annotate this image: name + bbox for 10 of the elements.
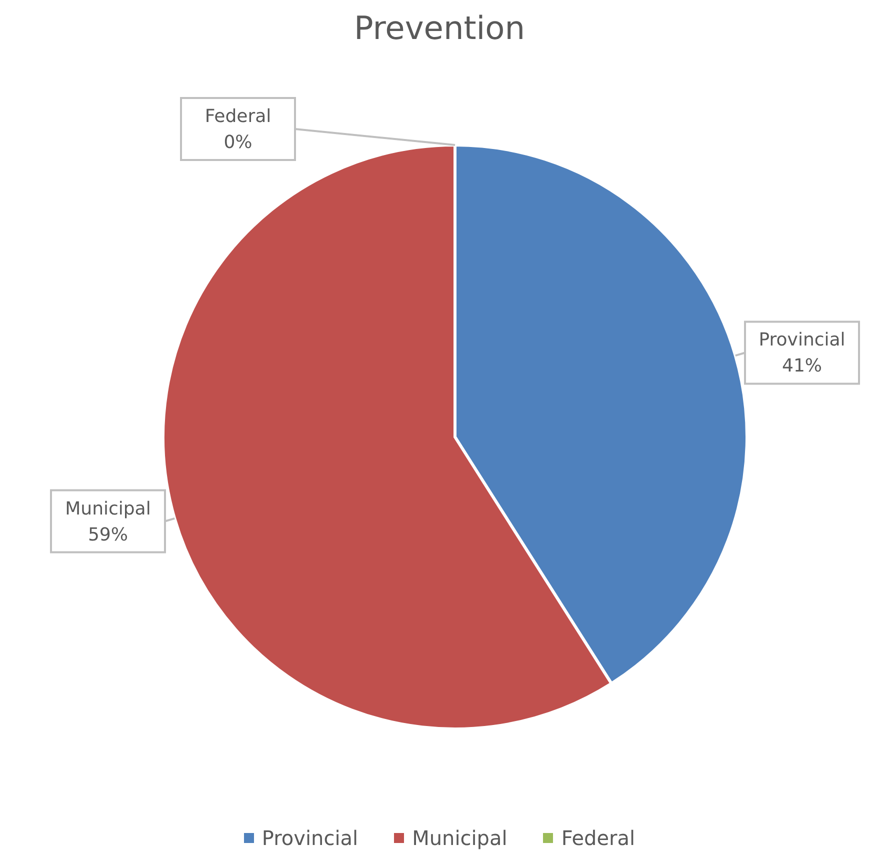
legend-label: Municipal	[412, 826, 508, 850]
legend-label: Federal	[561, 826, 636, 850]
chart-title: Prevention	[352, 8, 526, 49]
data-label: 41%	[782, 356, 822, 377]
slice-label: Municipal	[65, 498, 151, 520]
legend-label: Provincial	[262, 826, 358, 850]
category-label: Federal	[204, 106, 272, 127]
slice-label: Provincial	[758, 330, 846, 351]
data-label: 59%	[88, 524, 128, 546]
text: 0%	[224, 132, 252, 153]
